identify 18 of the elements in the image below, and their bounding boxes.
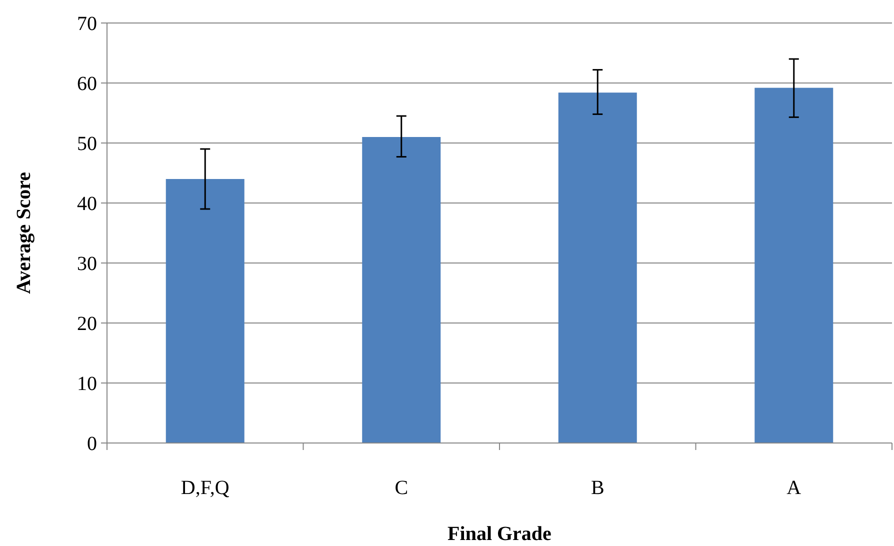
y-tick-label: 60 [77, 73, 97, 95]
x-tick-label: B [590, 477, 604, 499]
bar [754, 88, 834, 443]
bar [362, 137, 441, 443]
y-tick-label: 10 [77, 373, 97, 395]
x-tick-label: C [394, 477, 408, 499]
y-tick-label: 40 [77, 193, 97, 215]
bar [558, 92, 637, 443]
x-axis-title: Final Grade [448, 523, 552, 545]
y-tick-label: 50 [77, 133, 97, 155]
y-tick-label: 30 [77, 253, 97, 275]
y-tick-label: 20 [77, 313, 97, 335]
x-tick-label: A [786, 477, 802, 499]
bar [166, 179, 244, 443]
y-axis-title: Average Score [13, 172, 35, 294]
y-tick-label: 70 [77, 13, 97, 35]
y-tick-label: 0 [87, 433, 97, 455]
x-tick-label: D,F,Q [180, 477, 230, 499]
